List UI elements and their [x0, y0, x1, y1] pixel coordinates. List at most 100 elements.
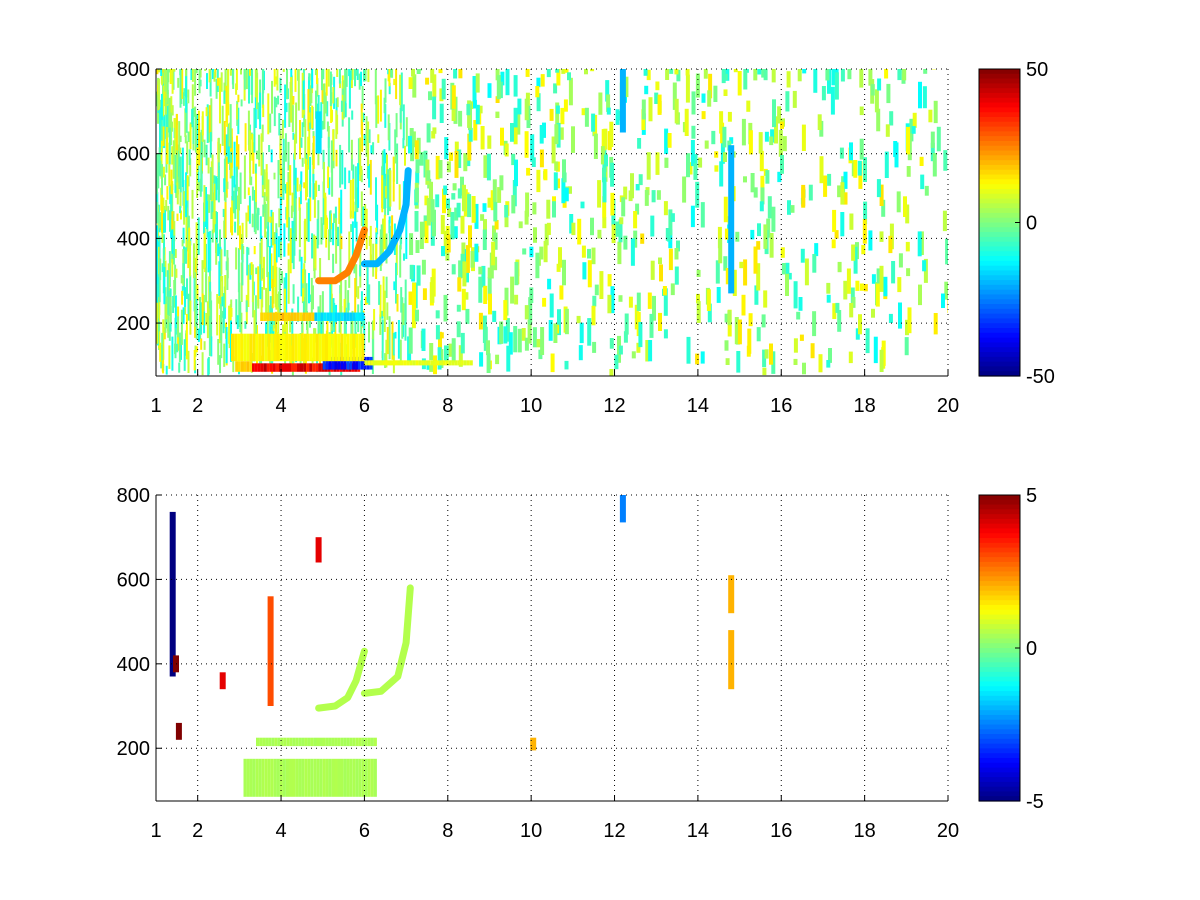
- heatmap-cell: [562, 159, 566, 180]
- heatmap-cell: [187, 350, 190, 373]
- heatmap-cell: [217, 339, 220, 365]
- colorbar-swatch: [979, 705, 1020, 711]
- heatmap-cell: [278, 208, 281, 228]
- heatmap-cell: [203, 185, 206, 222]
- heatmap-cell: [487, 277, 492, 301]
- heatmap-cell: [487, 83, 492, 98]
- heatmap-cell: [663, 201, 668, 216]
- heatmap-cell: [205, 107, 208, 117]
- heatmap-cell: [348, 71, 351, 109]
- heatmap-cell: [663, 288, 668, 316]
- heatmap-cell: [628, 296, 633, 308]
- heatmap-cell: [415, 171, 420, 185]
- heatmap-cell: [198, 69, 201, 94]
- heatmap-band: [271, 737, 275, 747]
- heatmap-cell: [753, 69, 758, 81]
- heatmap-cell: [763, 224, 768, 249]
- heatmap-cell: [263, 169, 266, 190]
- heatmap-cell: [181, 147, 184, 187]
- heatmap-band: [240, 333, 244, 362]
- heatmap-band: [286, 758, 289, 797]
- heatmap-cell: [256, 150, 259, 160]
- heatmap-cell: [381, 310, 384, 319]
- colorbar-swatch: [979, 504, 1020, 510]
- heatmap-cell: [253, 310, 256, 334]
- heatmap-cell: [685, 74, 690, 103]
- heatmap-cell: [478, 312, 483, 330]
- heatmap-cell: [737, 71, 742, 96]
- heatmap-cell: [851, 296, 856, 308]
- heatmap-band: [367, 737, 371, 747]
- heatmap-cell: [233, 141, 236, 188]
- heatmap-cell: [457, 149, 462, 168]
- heatmap-band: [349, 312, 353, 321]
- heatmap-cell: [514, 261, 519, 286]
- heatmap-band: [332, 312, 335, 321]
- heatmap-cell: [255, 267, 258, 275]
- heatmap-cell: [539, 149, 544, 168]
- heatmap-cell: [313, 190, 316, 218]
- heatmap-cell: [191, 84, 194, 127]
- heatmap-cell: [279, 130, 282, 147]
- heatmap-cell: [804, 258, 809, 286]
- heatmap-band: [246, 333, 250, 362]
- heatmap-cell: [464, 292, 469, 300]
- heatmap-cell: [743, 69, 748, 90]
- heatmap-cell: [553, 83, 558, 94]
- heatmap-cell: [647, 292, 652, 309]
- heatmap-cell: [357, 138, 360, 175]
- heatmap-cell: [619, 217, 624, 225]
- heatmap-cell: [665, 69, 670, 80]
- heatmap-cell: [289, 228, 292, 274]
- heatmap-cell: [209, 167, 212, 201]
- heatmap-cell: [602, 196, 607, 218]
- heatmap-cell: [876, 179, 881, 198]
- heatmap-cell: [610, 162, 615, 187]
- heatmap-cell: [217, 137, 220, 163]
- heatmap-band: [305, 312, 309, 321]
- heatmap-cell: [524, 131, 529, 158]
- heatmap-cell: [481, 265, 486, 288]
- heatmap-cell: [594, 284, 599, 296]
- heatmap-cell: [524, 337, 529, 351]
- heatmap-cell: [181, 290, 184, 305]
- heatmap-stripe: [315, 111, 322, 154]
- heatmap-cell: [265, 164, 268, 197]
- heatmap-cell: [826, 294, 831, 303]
- heatmap-band: [292, 758, 295, 797]
- heatmap-cell: [354, 317, 357, 335]
- heatmap-cell: [525, 192, 530, 217]
- heatmap-cell: [426, 123, 431, 143]
- heatmap-cell: [411, 69, 415, 77]
- heatmap-cell: [495, 96, 500, 103]
- x-tick-label: 16: [770, 820, 792, 842]
- heatmap-cell: [304, 119, 307, 164]
- heatmap-cell: [173, 235, 175, 256]
- colorbar-swatch: [979, 609, 1020, 616]
- heatmap-band: [266, 363, 270, 372]
- heatmap-cell: [516, 111, 521, 135]
- heatmap-cell: [513, 326, 518, 353]
- heatmap-cell: [786, 71, 791, 88]
- heatmap-cell: [375, 177, 377, 221]
- heatmap-cell: [723, 152, 727, 162]
- heatmap-cell: [609, 121, 614, 148]
- heatmap-band: [457, 360, 461, 366]
- heatmap-cell: [293, 193, 296, 238]
- heatmap-cell: [599, 271, 604, 299]
- heatmap-cell: [495, 111, 500, 118]
- heatmap-cell: [375, 227, 378, 272]
- heatmap-cell: [194, 277, 197, 316]
- heatmap-cell: [510, 276, 515, 304]
- heatmap-band: [276, 758, 280, 797]
- heatmap-cell: [827, 173, 832, 186]
- heatmap-cell: [670, 213, 675, 222]
- heatmap-cell: [314, 235, 317, 271]
- heatmap-cell: [764, 349, 769, 359]
- heatmap-cell: [412, 282, 417, 309]
- heatmap-cell: [582, 262, 587, 280]
- heatmap-cell: [220, 72, 223, 92]
- heatmap-cell: [567, 72, 571, 81]
- heatmap-cell: [906, 166, 911, 177]
- heatmap-cell: [554, 124, 559, 145]
